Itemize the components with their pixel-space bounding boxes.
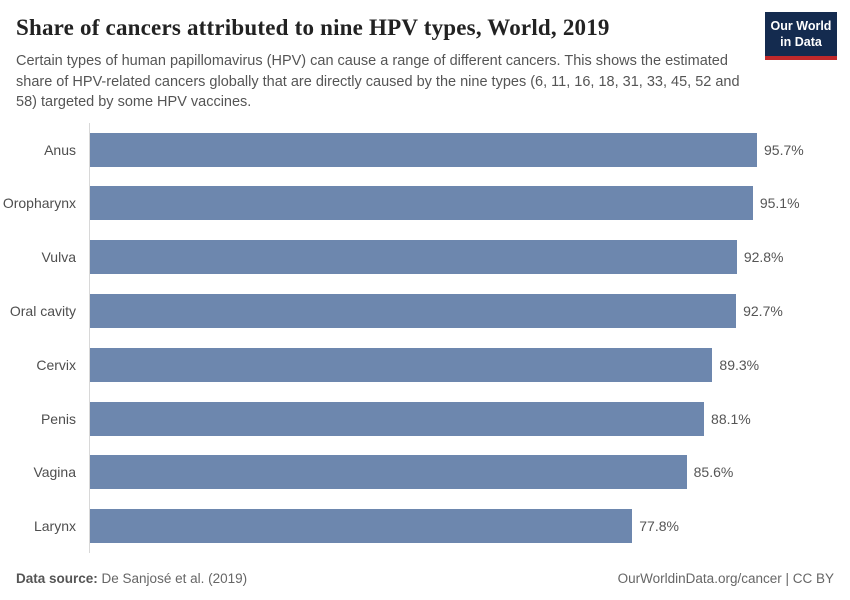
value-label: 92.8% [743,249,784,266]
bar-track: 92.7% [89,284,787,338]
bar-track: 85.6% [89,445,787,500]
chart-title: Share of cancers attributed to nine HPV … [16,15,610,40]
value-label: 89.3% [719,356,760,373]
bar [90,509,633,544]
bar [90,294,737,329]
bar-row: Vagina 85.6% [0,445,850,500]
owid-url-link[interactable]: OurWorldinData.org/cancer | CC BY [617,571,834,586]
value-label: 95.1% [759,195,800,212]
bar-track: 92.8% [89,230,787,285]
bar-track: 88.1% [89,391,787,446]
owid-logo: Our World in Data [765,12,837,61]
bar [90,347,713,382]
bar-track: 95.1% [89,176,800,231]
bar-track: 77.8% [89,499,787,554]
bar-track: 95.7% [89,122,804,177]
value-label: 92.7% [743,303,783,320]
category-label: Vulva [41,249,76,266]
chart-header: Share of cancers attributed to nine HPV … [0,0,850,113]
category-label: Anus [44,141,76,158]
data-source-text: De Sanjosé et al. (2019) [97,571,248,586]
category-label: Larynx [33,518,76,535]
bar [90,401,705,436]
category-label: Penis [40,410,76,427]
category-label: Vagina [33,464,76,481]
value-label: 88.1% [711,410,751,427]
value-label: 77.8% [639,518,679,535]
value-label: 95.7% [764,141,804,158]
bar-row: Larynx 77.8% [0,499,850,554]
bar-row: Cervix 89.3% [0,337,850,392]
data-source-label: Data source: [16,571,98,586]
category-label: Oral cavity [9,303,76,320]
bar [90,186,753,221]
value-label: 85.6% [693,464,734,481]
chart-subtitle: Certain types of human papillomavirus (H… [16,53,740,111]
bar-row: Oropharynx 95.1% [0,176,850,231]
bar-row: Anus 95.7% [0,122,850,177]
bar [90,455,687,490]
logo-line-2: in Data [780,34,822,49]
data-source: Data source: De Sanjosé et al. (2019) [16,571,247,586]
category-label: Cervix [36,356,76,373]
chart-footer: Data source: De Sanjosé et al. (2019) Ou… [0,571,850,600]
category-label: Oropharynx [2,195,76,212]
bar-row: Penis 88.1% [0,391,850,446]
logo-line-1: Our World [770,19,832,33]
bar-track: 89.3% [89,337,787,392]
bar-row: Oral cavity 92.7% [0,284,850,338]
bar [90,240,737,275]
bar-chart: Anus 95.7% Oropharynx 95.1% Vulva 92.8% … [0,122,850,554]
bar [90,132,758,167]
bar-row: Vulva 92.8% [0,230,850,285]
